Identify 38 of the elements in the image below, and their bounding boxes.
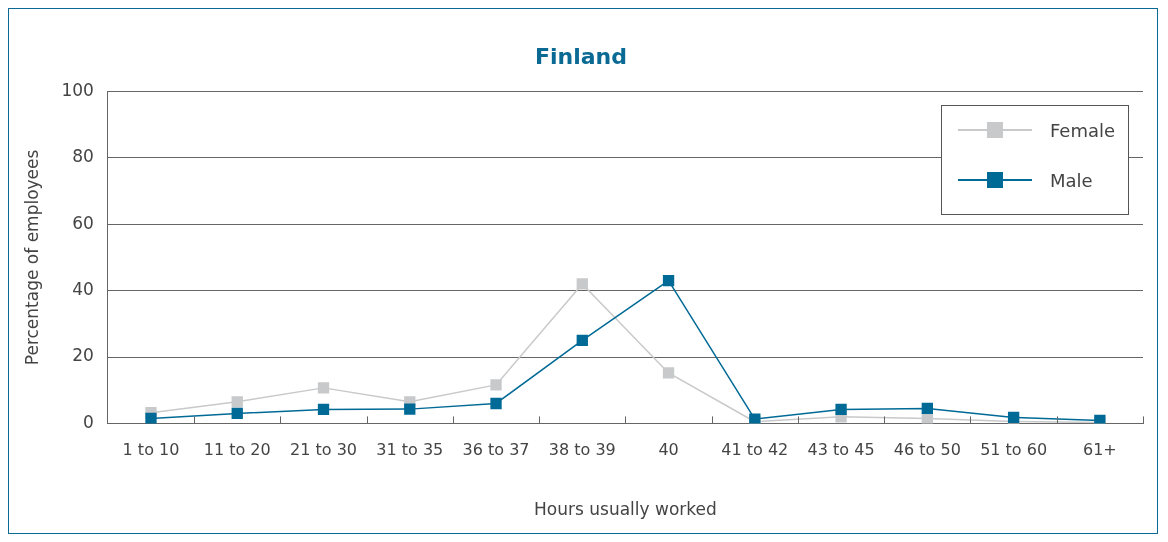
x-tick-label: 51 to 60 bbox=[980, 440, 1048, 460]
point bbox=[662, 367, 675, 379]
x-tick-label: 43 to 45 bbox=[807, 440, 875, 460]
x-tick-label: 31 to 35 bbox=[376, 440, 444, 460]
y-axis-title: Percentage of employees bbox=[21, 149, 42, 366]
y-tick-label: 40 bbox=[72, 279, 94, 300]
y-tick-label: 20 bbox=[72, 345, 94, 366]
legend-label: Male bbox=[1050, 169, 1093, 191]
y-tick-label: 0 bbox=[83, 411, 94, 432]
x-tick-label: 61+ bbox=[1082, 440, 1117, 460]
x-tick-label: 41 to 42 bbox=[721, 440, 789, 460]
x-tick-label: 21 to 30 bbox=[290, 440, 357, 460]
point bbox=[231, 396, 243, 408]
point bbox=[1007, 411, 1020, 424]
x-tick-label: 11 to 20 bbox=[203, 440, 271, 460]
point bbox=[835, 403, 847, 416]
point bbox=[490, 397, 502, 410]
point bbox=[317, 382, 330, 394]
point bbox=[231, 407, 243, 420]
point bbox=[662, 274, 675, 287]
x-tick-label: 38 to 39 bbox=[548, 440, 616, 460]
x-tick-label: 40 bbox=[658, 440, 679, 460]
y-tick-label: 80 bbox=[72, 146, 94, 167]
x-tick-label: 36 to 37 bbox=[462, 440, 530, 460]
point bbox=[490, 379, 502, 391]
y-tick-label: 60 bbox=[72, 212, 94, 233]
point bbox=[921, 402, 933, 415]
y-tick-label: 100 bbox=[61, 79, 94, 100]
x-tick-label: 1 to 10 bbox=[122, 440, 180, 460]
point bbox=[576, 278, 588, 290]
point bbox=[576, 334, 588, 347]
legend-label: Female bbox=[1050, 119, 1116, 141]
x-tick-label: 46 to 50 bbox=[893, 440, 961, 460]
x-axis-title: Hours usually worked bbox=[534, 499, 717, 520]
point bbox=[317, 403, 330, 416]
chart-title: Finland bbox=[534, 43, 628, 69]
point bbox=[404, 403, 416, 415]
point bbox=[145, 412, 157, 424]
